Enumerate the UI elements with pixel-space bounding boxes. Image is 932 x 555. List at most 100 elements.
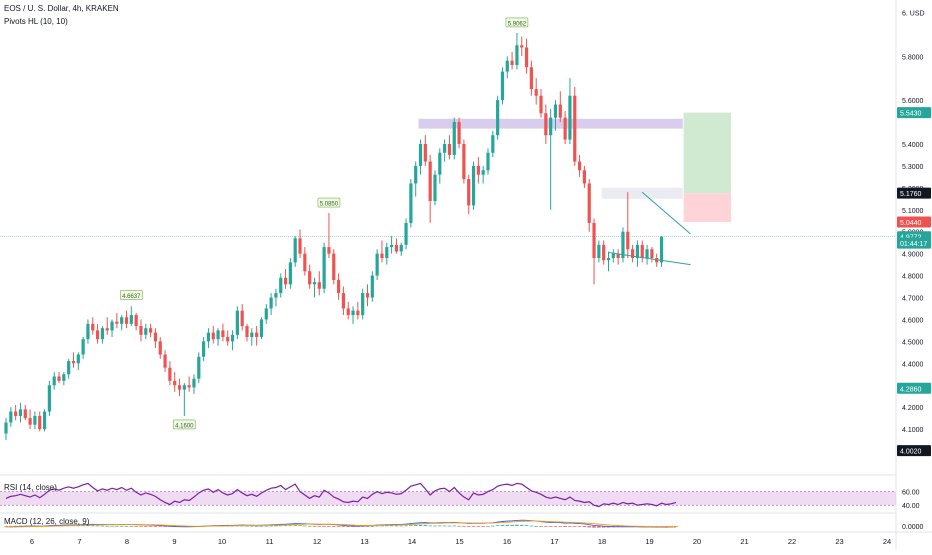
candle[interactable] [283,268,288,289]
candle[interactable] [86,319,90,344]
candle[interactable] [250,328,254,346]
candle[interactable] [443,139,447,162]
candle[interactable] [91,317,95,335]
candle[interactable] [481,165,485,184]
candle[interactable] [418,139,423,175]
candle[interactable] [139,319,143,342]
candle[interactable] [606,251,611,272]
rsi-legend[interactable]: RSI (14, close) [4,483,57,492]
trendline[interactable] [608,252,691,266]
candle[interactable] [327,213,331,259]
candle[interactable] [655,253,659,267]
candle[interactable] [645,244,649,265]
candle[interactable] [62,372,66,386]
candle[interactable] [370,271,374,302]
candle[interactable] [597,240,601,263]
candle[interactable] [23,404,27,421]
candle[interactable] [187,376,191,392]
candle[interactable] [42,409,47,432]
candle[interactable] [221,323,225,342]
candle[interactable] [356,301,360,320]
candle[interactable] [341,286,345,316]
candle[interactable] [163,350,167,373]
candle[interactable] [486,148,490,175]
candle[interactable] [621,227,625,263]
candle[interactable] [230,330,235,351]
candle[interactable] [168,361,172,386]
candle[interactable] [659,236,664,267]
trendline[interactable] [641,191,691,235]
candle[interactable] [182,383,186,416]
candle[interactable] [216,328,220,346]
candle[interactable] [534,78,538,105]
candle[interactable] [129,306,133,327]
candle[interactable] [192,374,196,395]
candle[interactable] [202,336,206,362]
candle[interactable] [308,264,312,289]
candle[interactable] [365,284,370,307]
candle[interactable] [438,148,442,184]
candle[interactable] [269,293,273,316]
candle[interactable] [573,86,577,166]
candle[interactable] [52,372,56,390]
candle[interactable] [293,236,297,267]
candle[interactable] [544,104,548,144]
candle[interactable] [4,418,8,441]
candle[interactable] [255,326,259,346]
candle[interactable] [336,273,341,300]
candle[interactable] [592,218,596,285]
candle[interactable] [298,229,302,259]
candle[interactable] [173,372,177,392]
candle[interactable] [500,67,505,105]
candle[interactable] [467,174,471,215]
candle[interactable] [124,310,129,329]
candle[interactable] [211,326,215,344]
candle[interactable] [568,78,572,144]
candle[interactable] [322,242,326,294]
candle[interactable] [626,192,630,259]
candle[interactable] [245,323,249,342]
candle[interactable] [447,135,452,160]
candle[interactable] [423,135,427,166]
candle[interactable] [394,238,399,254]
candle[interactable] [577,154,582,177]
candle[interactable] [81,336,85,359]
candle[interactable] [524,38,529,74]
candle[interactable] [235,306,239,340]
candle[interactable] [611,249,615,263]
candle[interactable] [380,240,384,263]
candle[interactable] [274,288,278,307]
candle[interactable] [529,60,533,96]
candle[interactable] [452,117,456,160]
candle[interactable] [67,358,71,379]
candle[interactable] [631,244,635,263]
symbol-title[interactable]: EOS / U. S. Dollar, 4h, KRAKEN [4,4,119,13]
rsi-line[interactable] [5,482,677,508]
candle[interactable] [346,301,350,320]
candle[interactable] [505,56,509,79]
candle[interactable] [71,352,76,368]
candle[interactable] [582,165,586,188]
candle[interactable] [317,271,321,296]
candle[interactable] [515,32,519,70]
candle[interactable] [144,323,148,340]
candle[interactable] [351,306,355,324]
candle[interactable] [105,317,109,335]
candle[interactable] [414,161,418,197]
candle[interactable] [433,170,437,206]
candle[interactable] [95,323,100,344]
candle[interactable] [409,179,413,228]
candle[interactable] [18,402,23,423]
candle[interactable] [177,378,182,397]
candle[interactable] [197,352,201,384]
candle[interactable] [640,240,644,263]
candle[interactable] [259,317,264,340]
candle[interactable] [279,273,283,298]
candle[interactable] [110,319,114,337]
candle[interactable] [120,315,124,331]
candle[interactable] [385,242,389,265]
candle[interactable] [539,89,543,118]
candle[interactable] [361,288,365,320]
